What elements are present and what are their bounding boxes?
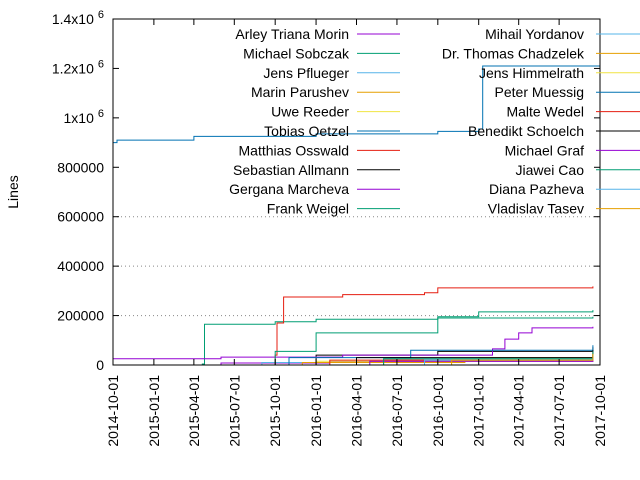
legend-entry-label: Peter Muessig: [495, 84, 584, 100]
y-tick-label: 1x10 6: [64, 108, 104, 126]
x-tick-label: 2015-04-01: [186, 375, 202, 447]
x-tick-label: 2014-10-01: [105, 375, 121, 447]
series-line: [193, 310, 594, 366]
legend-entry-label: Michael Graf: [505, 142, 584, 158]
x-tick-label: 2015-07-01: [226, 375, 242, 447]
legend-entry-label: Malte Wedel: [506, 104, 584, 120]
y-tick-label: 600000: [57, 209, 104, 225]
legend-entry-label: Tobias Oetzel: [264, 123, 349, 139]
legend-entry-label: Sebastian Allmann: [233, 162, 349, 178]
legend: Arley Triana Morin Michael Sobczak Jens Pf…: [229, 26, 640, 217]
legend-entry-label: Jiawei Cao: [516, 162, 585, 178]
series-line: [113, 64, 601, 144]
legend-entry-label: Marin Parushev: [251, 84, 349, 100]
legend-entry-label: Jens Himmelrath: [479, 65, 584, 81]
y-tick-label: 0: [96, 357, 104, 373]
y-tick-label: 1.2x10 6: [52, 58, 104, 76]
series-line: [113, 326, 594, 360]
y-axis: 0 200000 400000 600000 800000 1x10 6 1.2x10 6 1.4…: [52, 9, 600, 373]
x-tick-label: 2017-10-01: [592, 375, 608, 447]
x-tick-label: 2017-07-01: [551, 375, 567, 447]
series-line: [153, 286, 594, 366]
legend-entry-label: Frank Weigel: [267, 201, 349, 217]
x-tick-label: 2015-10-01: [267, 375, 283, 447]
legend-entry-label: Matthias Osswald: [239, 142, 349, 158]
x-tick-label: 2017-04-01: [511, 375, 527, 447]
legend-entry-label: Jens Pflueger: [263, 65, 349, 81]
x-tick-label: 2016-10-01: [430, 375, 446, 447]
x-tick-label: 2016-04-01: [349, 375, 365, 447]
x-tick-label: 2016-07-01: [389, 375, 405, 447]
legend-entry-label: Mihail Yordanov: [485, 26, 584, 42]
y-tick-label: 400000: [57, 258, 104, 274]
legend-entry-label: Diana Pazheva: [489, 181, 584, 197]
legend-entry-label: Dr. Thomas Chadzelek: [442, 45, 585, 61]
legend-entry-label: Uwe Reeder: [271, 104, 349, 120]
x-axis: 2014-10-01 2015-01-01 2015-04-01 2015-07-01…: [105, 19, 608, 447]
legend-entry-label: Vladislav Tasev: [488, 201, 584, 217]
x-tick-label: 2016-01-01: [308, 375, 324, 447]
y-tick-label: 200000: [57, 308, 104, 324]
x-tick-label: 2017-01-01: [471, 375, 487, 447]
legend-entry-label: Gergana Marcheva: [229, 181, 349, 197]
x-tick-label: 2015-01-01: [146, 375, 162, 447]
legend-entry-label: Michael Sobczak: [243, 45, 350, 61]
y-axis-label: Lines: [5, 175, 21, 208]
y-tick-label: 1.4x10 6: [52, 9, 104, 27]
legend-entry-label: Arley Triana Morin: [235, 26, 349, 42]
y-tick-label: 800000: [57, 159, 104, 175]
legend-entry-label: Benedikt Schoelch: [468, 123, 584, 139]
